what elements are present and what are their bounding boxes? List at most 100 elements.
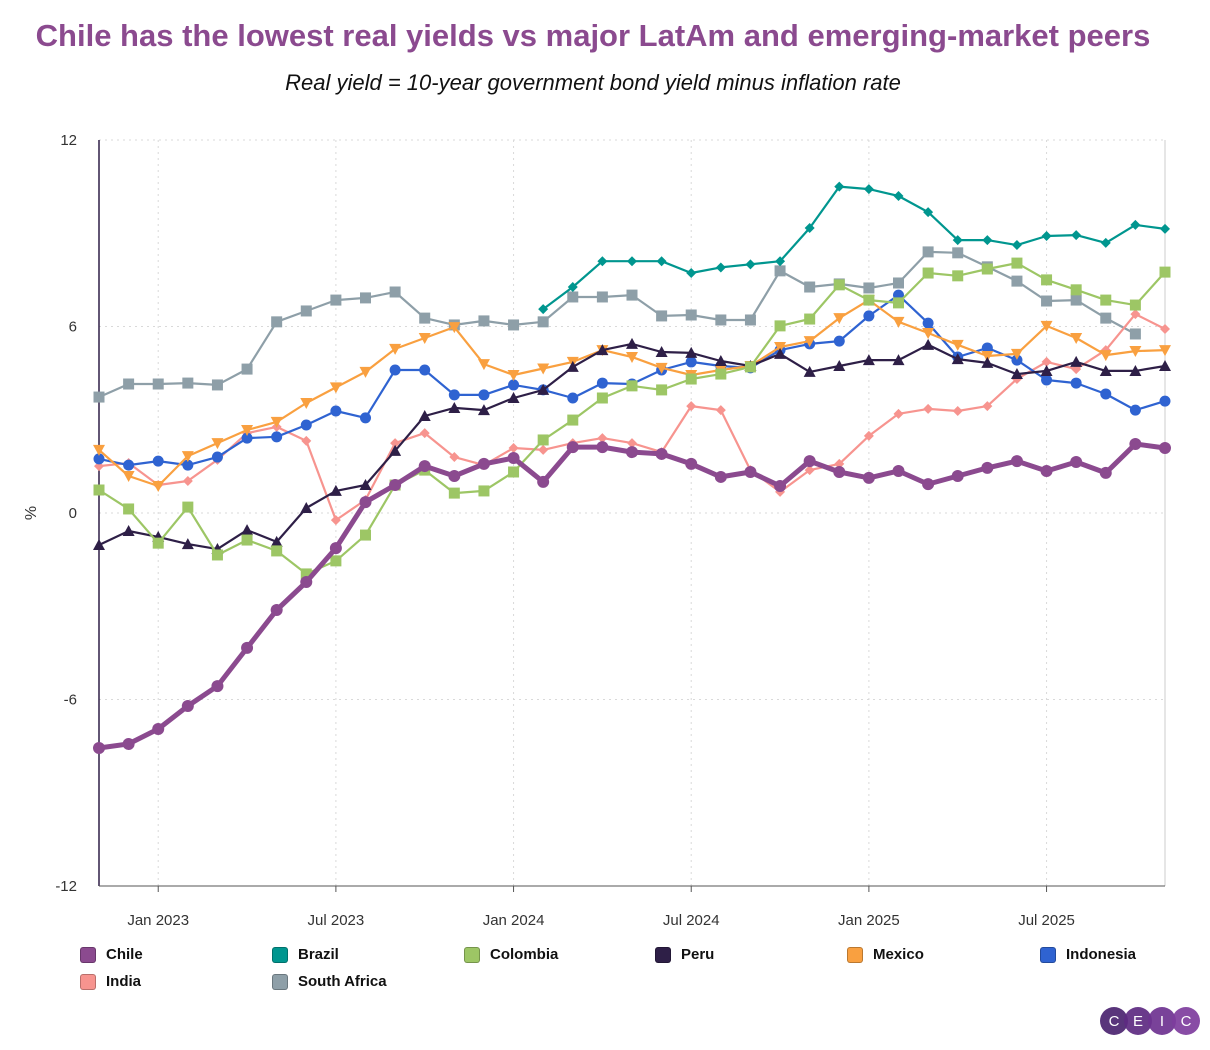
legend-swatch: [464, 946, 480, 963]
data-point: [448, 470, 461, 483]
data-point: [537, 316, 549, 328]
data-point: [93, 484, 105, 496]
data-point: [892, 316, 905, 328]
data-point: [922, 338, 935, 350]
data-point: [1099, 466, 1112, 479]
series-peru: [93, 337, 1171, 555]
data-point: [893, 297, 904, 309]
x-tick-label: Jul 2023: [308, 912, 365, 929]
legend-swatch: [655, 946, 671, 963]
data-point: [360, 529, 371, 541]
legend-item-peru[interactable]: Peru: [655, 946, 714, 963]
data-point: [626, 446, 638, 459]
data-point: [508, 443, 519, 454]
data-point: [1129, 404, 1141, 416]
data-point: [270, 603, 283, 616]
data-point: [1011, 275, 1023, 287]
data-point: [448, 401, 461, 413]
data-point: [241, 524, 254, 536]
data-point: [656, 256, 667, 267]
data-point: [834, 181, 845, 192]
data-point: [1041, 356, 1052, 367]
y-tick-label: 6: [69, 319, 77, 336]
data-point: [982, 235, 993, 246]
data-point: [538, 444, 549, 455]
data-point: [330, 515, 341, 526]
data-point: [804, 465, 815, 476]
data-point: [507, 451, 520, 464]
data-point: [715, 368, 727, 380]
data-point: [893, 408, 904, 419]
data-point: [951, 353, 964, 365]
data-point: [477, 404, 490, 416]
data-point: [1159, 395, 1171, 407]
x-tick-label: Jul 2025: [1018, 912, 1075, 929]
logo-letter: I: [1148, 1007, 1176, 1035]
data-point: [123, 503, 135, 515]
data-point: [152, 480, 165, 492]
data-point: [360, 292, 371, 304]
data-point: [893, 190, 904, 201]
data-point: [892, 465, 905, 478]
series-south-africa: [93, 246, 1141, 403]
data-point: [181, 451, 194, 463]
data-point: [952, 235, 963, 246]
data-point: [803, 365, 816, 377]
data-point: [597, 433, 608, 444]
data-point: [1071, 230, 1082, 241]
data-point: [1100, 312, 1112, 324]
data-point: [1070, 284, 1082, 296]
logo-letter: C: [1100, 1007, 1128, 1035]
data-point: [122, 737, 135, 750]
series-chile: [93, 437, 1171, 754]
data-point: [1011, 257, 1023, 269]
legend-item-south-africa[interactable]: South Africa: [272, 973, 387, 990]
data-point: [478, 315, 490, 327]
legend-item-indonesia[interactable]: Indonesia: [1040, 946, 1136, 963]
data-point: [1100, 237, 1111, 248]
data-point: [596, 377, 608, 389]
legend-item-mexico[interactable]: Mexico: [847, 946, 924, 963]
data-point: [626, 351, 638, 363]
data-point: [922, 317, 934, 329]
data-point: [804, 313, 816, 325]
data-point: [300, 568, 312, 580]
data-point: [923, 403, 934, 414]
data-point: [1099, 364, 1112, 376]
data-point: [1041, 295, 1053, 307]
data-point: [1070, 456, 1083, 469]
data-point: [1159, 442, 1171, 455]
data-point: [389, 343, 402, 355]
legend-item-india[interactable]: India: [80, 973, 141, 990]
data-point: [389, 364, 401, 376]
legend-label: Brazil: [298, 946, 339, 963]
y-tick-label: -6: [64, 692, 77, 709]
legend-label: Indonesia: [1066, 946, 1137, 963]
data-point: [804, 222, 815, 233]
data-point: [301, 435, 312, 446]
data-point: [981, 263, 993, 275]
data-point: [952, 270, 964, 282]
data-point: [1159, 345, 1171, 357]
legend-item-brazil[interactable]: Brazil: [272, 946, 339, 963]
data-point: [892, 354, 905, 366]
data-point: [893, 277, 904, 289]
data-point: [1041, 231, 1052, 242]
series-line-mexico: [98, 299, 1166, 488]
data-point: [1041, 374, 1053, 386]
data-point: [1070, 333, 1083, 345]
data-point: [241, 432, 253, 444]
data-point: [182, 377, 194, 389]
legend-swatch: [847, 946, 863, 963]
data-point: [715, 405, 726, 416]
data-point: [774, 347, 787, 359]
data-point: [478, 389, 490, 401]
data-point: [685, 457, 698, 470]
data-point: [833, 313, 846, 325]
data-point: [922, 328, 935, 340]
data-point: [1100, 294, 1112, 306]
data-point: [390, 438, 401, 449]
legend-item-chile[interactable]: Chile: [80, 946, 143, 963]
legend-item-colombia[interactable]: Colombia: [464, 946, 558, 963]
